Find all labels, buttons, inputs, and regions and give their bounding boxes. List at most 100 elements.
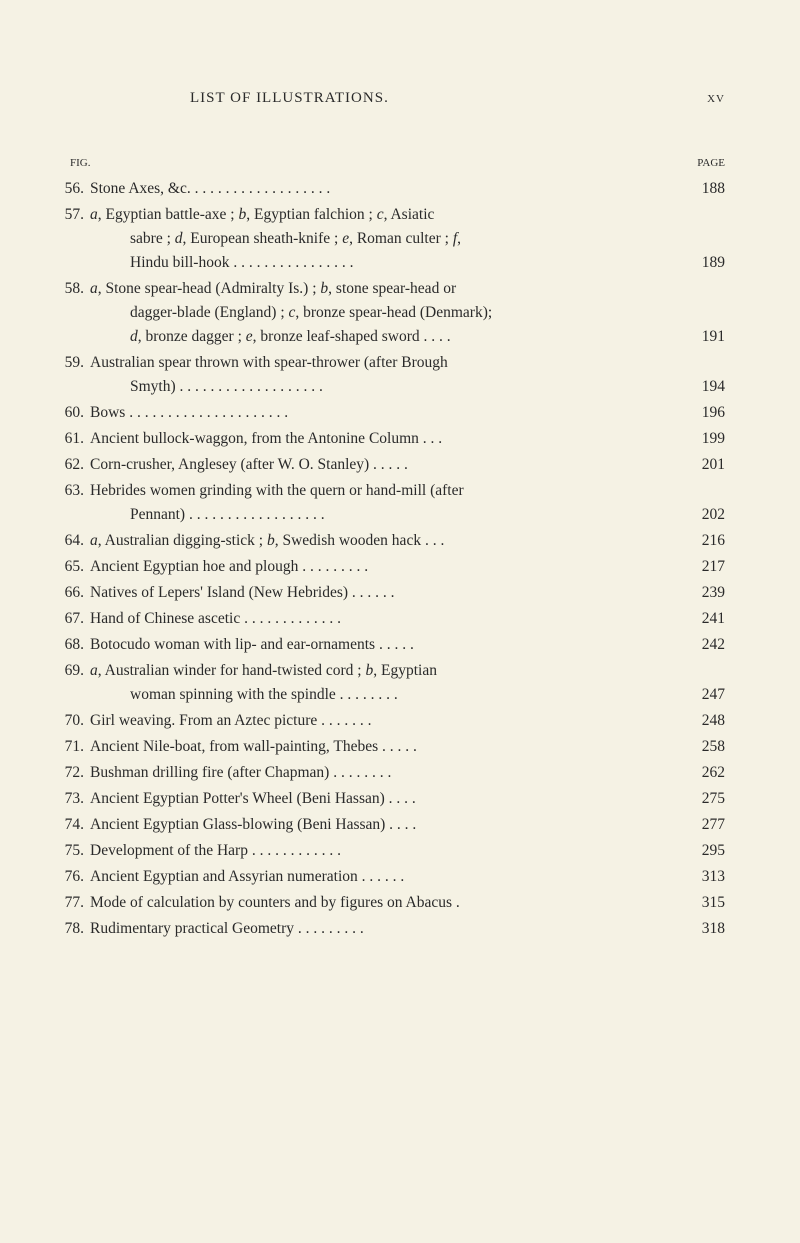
entry-description: Bows . . . . . . . . . . . . . . . . . .… — [90, 401, 685, 425]
entry-line: Hebrides women grinding with the quern o… — [90, 479, 725, 503]
entry-body: Ancient Egyptian hoe and plough . . . . … — [90, 555, 725, 579]
entry-body: Mode of calculation by counters and by f… — [90, 891, 725, 915]
entry-line: Ancient Egyptian and Assyrian numeration… — [90, 865, 725, 889]
entry-line: Girl weaving. From an Aztec picture . . … — [90, 709, 725, 733]
page-header: LIST OF ILLUSTRATIONS. xv — [90, 90, 725, 107]
entry-page-number: 248 — [685, 709, 725, 733]
entry-number: 67. — [58, 607, 90, 631]
page-label: PAGE — [697, 157, 725, 169]
illustrations-list: 56.Stone Axes, &c. . . . . . . . . . . .… — [90, 177, 725, 941]
entry-body: Stone Axes, &c. . . . . . . . . . . . . … — [90, 177, 725, 201]
entry-description: Hindu bill-hook . . . . . . . . . . . . … — [130, 251, 685, 275]
entry-number: 77. — [58, 891, 90, 915]
entry-page-number: 196 — [685, 401, 725, 425]
entry-number: 69. — [58, 659, 90, 683]
entry-body: a, Stone spear-head (Admiralty Is.) ; b,… — [90, 277, 725, 349]
entry-page-number: 277 — [685, 813, 725, 837]
header-title: LIST OF ILLUSTRATIONS. — [190, 90, 389, 107]
entry-number: 68. — [58, 633, 90, 657]
entry-description: Corn-crusher, Anglesey (after W. O. Stan… — [90, 453, 685, 477]
list-item: 69.a, Australian winder for hand-twisted… — [90, 659, 725, 707]
fig-label: FIG. — [70, 157, 90, 169]
entry-line: Ancient bullock-waggon, from the Antonin… — [90, 427, 725, 451]
entry-body: Development of the Harp . . . . . . . . … — [90, 839, 725, 863]
list-item: 71.Ancient Nile-boat, from wall-painting… — [90, 735, 725, 759]
entry-description: Hand of Chinese ascetic . . . . . . . . … — [90, 607, 685, 631]
entry-page-number: 239 — [685, 581, 725, 605]
list-item: 63.Hebrides women grinding with the quer… — [90, 479, 725, 527]
entry-description: Botocudo woman with lip- and ear-ornamen… — [90, 633, 685, 657]
entry-description: Smyth) . . . . . . . . . . . . . . . . .… — [130, 375, 685, 399]
entry-number: 61. — [58, 427, 90, 451]
entry-page-number: 241 — [685, 607, 725, 631]
entry-line: Ancient Egyptian Glass-blowing (Beni Has… — [90, 813, 725, 837]
entry-description: Ancient bullock-waggon, from the Antonin… — [90, 427, 685, 451]
entry-number: 71. — [58, 735, 90, 759]
entry-body: Natives of Lepers' Island (New Hebrides)… — [90, 581, 725, 605]
entry-body: Ancient Egyptian and Assyrian numeration… — [90, 865, 725, 889]
entry-description: Ancient Egyptian Glass-blowing (Beni Has… — [90, 813, 685, 837]
entry-description: Ancient Egyptian Potter's Wheel (Beni Ha… — [90, 787, 685, 811]
list-item: 64.a, Australian digging-stick ; b, Swed… — [90, 529, 725, 553]
entry-page-number: 315 — [685, 891, 725, 915]
entry-description: a, Stone spear-head (Admiralty Is.) ; b,… — [90, 277, 685, 301]
entry-body: Corn-crusher, Anglesey (after W. O. Stan… — [90, 453, 725, 477]
entry-page-number: 258 — [685, 735, 725, 759]
list-item: 78.Rudimentary practical Geometry . . . … — [90, 917, 725, 941]
list-item: 62.Corn-crusher, Anglesey (after W. O. S… — [90, 453, 725, 477]
entry-number: 58. — [58, 277, 90, 301]
entry-page-number: 199 — [685, 427, 725, 451]
entry-number: 76. — [58, 865, 90, 889]
entry-description: Ancient Nile-boat, from wall-painting, T… — [90, 735, 685, 759]
entry-description: Mode of calculation by counters and by f… — [90, 891, 685, 915]
entry-description: Stone Axes, &c. . . . . . . . . . . . . … — [90, 177, 685, 201]
entry-number: 57. — [58, 203, 90, 227]
list-item: 66.Natives of Lepers' Island (New Hebrid… — [90, 581, 725, 605]
entry-number: 60. — [58, 401, 90, 425]
entry-page-number: 275 — [685, 787, 725, 811]
entry-body: Bushman drilling fire (after Chapman) . … — [90, 761, 725, 785]
entry-body: Hand of Chinese ascetic . . . . . . . . … — [90, 607, 725, 631]
entry-body: Ancient Nile-boat, from wall-painting, T… — [90, 735, 725, 759]
entry-body: Ancient Egyptian Glass-blowing (Beni Has… — [90, 813, 725, 837]
list-item: 60.Bows . . . . . . . . . . . . . . . . … — [90, 401, 725, 425]
entry-page-number: 202 — [685, 503, 725, 527]
entry-description: a, Australian winder for hand-twisted co… — [90, 659, 685, 683]
entry-body: Australian spear thrown with spear-throw… — [90, 351, 725, 399]
entry-line: Rudimentary practical Geometry . . . . .… — [90, 917, 725, 941]
entry-number: 74. — [58, 813, 90, 837]
entry-page-number: 188 — [685, 177, 725, 201]
entry-page-number: 216 — [685, 529, 725, 553]
entry-number: 65. — [58, 555, 90, 579]
entry-description: Girl weaving. From an Aztec picture . . … — [90, 709, 685, 733]
entry-page-number: 318 — [685, 917, 725, 941]
entry-number: 62. — [58, 453, 90, 477]
entry-line: woman spinning with the spindle . . . . … — [90, 683, 725, 707]
entry-number: 70. — [58, 709, 90, 733]
list-item: 73.Ancient Egyptian Potter's Wheel (Beni… — [90, 787, 725, 811]
entry-line: Pennant) . . . . . . . . . . . . . . . .… — [90, 503, 725, 527]
entry-line: Hindu bill-hook . . . . . . . . . . . . … — [90, 251, 725, 275]
entry-description: Ancient Egyptian and Assyrian numeration… — [90, 865, 685, 889]
list-item: 57.a, Egyptian battle-axe ; b, Egyptian … — [90, 203, 725, 275]
entry-page-number: 295 — [685, 839, 725, 863]
entry-line: Natives of Lepers' Island (New Hebrides)… — [90, 581, 725, 605]
entry-number: 72. — [58, 761, 90, 785]
entry-line: Stone Axes, &c. . . . . . . . . . . . . … — [90, 177, 725, 201]
entry-line: Bows . . . . . . . . . . . . . . . . . .… — [90, 401, 725, 425]
entry-page-number: 201 — [685, 453, 725, 477]
list-item: 58.a, Stone spear-head (Admiralty Is.) ;… — [90, 277, 725, 349]
column-headers: FIG. PAGE — [90, 157, 725, 169]
entry-body: a, Australian winder for hand-twisted co… — [90, 659, 725, 707]
entry-description: Natives of Lepers' Island (New Hebrides)… — [90, 581, 685, 605]
entry-description: a, Australian digging-stick ; b, Swedish… — [90, 529, 685, 553]
list-item: 74.Ancient Egyptian Glass-blowing (Beni … — [90, 813, 725, 837]
list-item: 56.Stone Axes, &c. . . . . . . . . . . .… — [90, 177, 725, 201]
entry-description: dagger-blade (England) ; c, bronze spear… — [130, 301, 685, 325]
entry-line: dagger-blade (England) ; c, bronze spear… — [90, 301, 725, 325]
entry-line: Corn-crusher, Anglesey (after W. O. Stan… — [90, 453, 725, 477]
entry-line: Bushman drilling fire (after Chapman) . … — [90, 761, 725, 785]
list-item: 77.Mode of calculation by counters and b… — [90, 891, 725, 915]
entry-number: 64. — [58, 529, 90, 553]
entry-body: a, Egyptian battle-axe ; b, Egyptian fal… — [90, 203, 725, 275]
